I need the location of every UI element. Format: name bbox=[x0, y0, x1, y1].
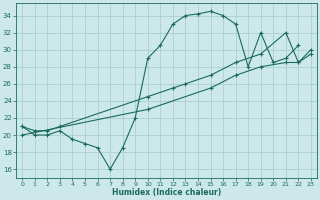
X-axis label: Humidex (Indice chaleur): Humidex (Indice chaleur) bbox=[112, 188, 221, 197]
